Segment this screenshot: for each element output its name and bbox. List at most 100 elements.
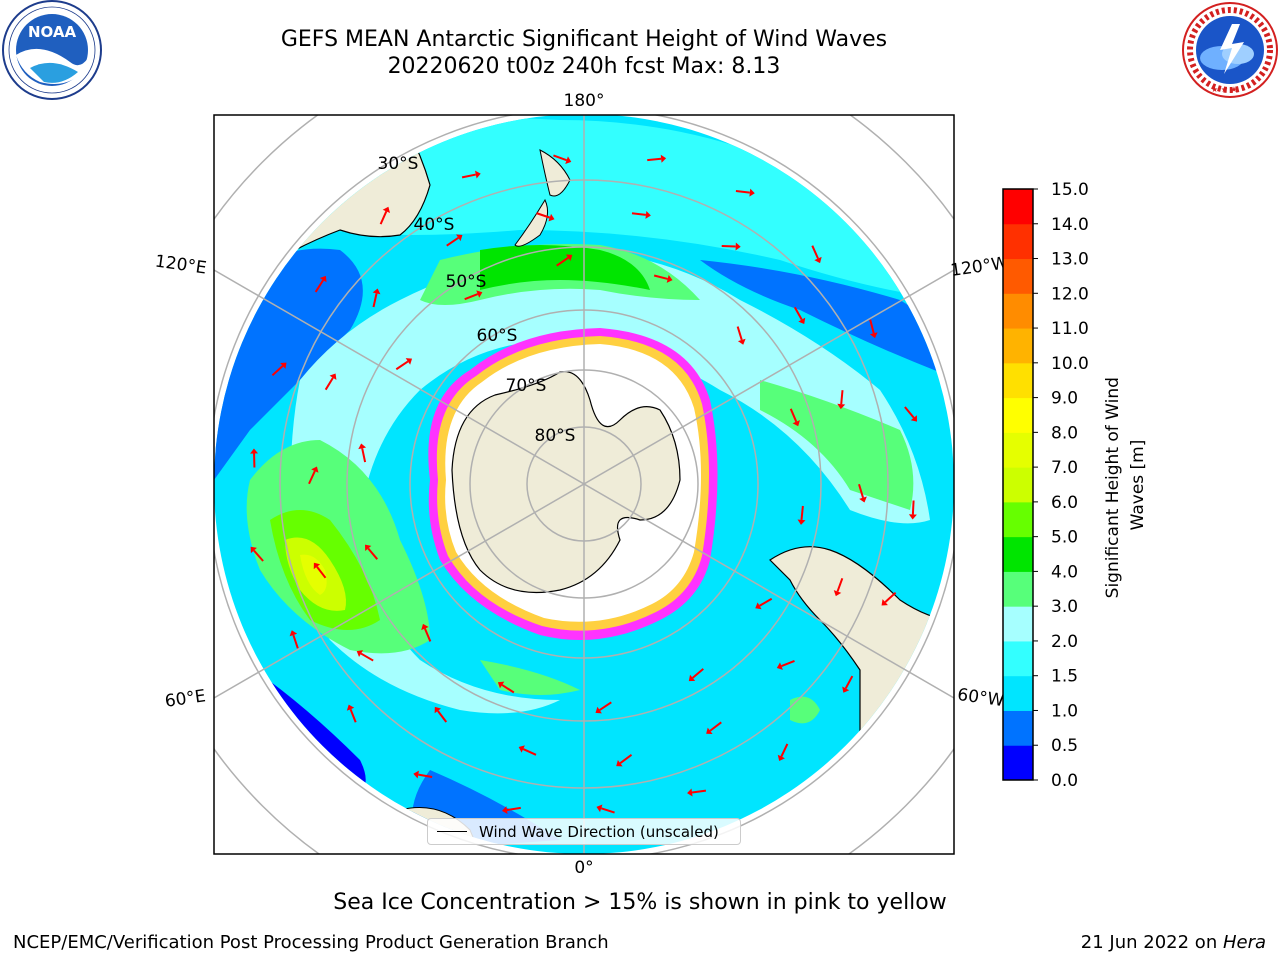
colorbar-segment bbox=[1003, 328, 1033, 364]
wave-direction-arrow bbox=[736, 326, 746, 345]
footer-date-text: 21 Jun 2022 on bbox=[1080, 932, 1223, 953]
colorbar-tick-label: 6.0 bbox=[1051, 493, 1078, 513]
wave-direction-arrow bbox=[502, 806, 521, 815]
wave-direction-arrow bbox=[308, 466, 319, 485]
colorbar: 0.0 0.5 1.0 1.5 2.0 3.0 4.0 5.0 6.0 7.0 8.0 9.0 10.0… bbox=[1002, 180, 1089, 791]
wave-direction-arrow bbox=[842, 675, 854, 693]
wave-direction-arrow bbox=[365, 544, 379, 560]
colorbar-tick-label: 15.0 bbox=[1051, 180, 1089, 200]
colorbar-tick-label: 1.5 bbox=[1051, 667, 1078, 687]
wave-direction-arrow bbox=[324, 373, 337, 391]
colorbar-tick-label: 8.0 bbox=[1051, 423, 1078, 443]
colorbar-segment bbox=[1003, 571, 1033, 607]
colorbar-segment bbox=[1003, 710, 1033, 746]
wave-direction-arrow bbox=[464, 290, 483, 301]
colorbar-frame bbox=[1002, 188, 1034, 781]
colorbar-segment bbox=[1003, 501, 1033, 538]
colorbar-label: Significant Height of Wind Waves [m] bbox=[1103, 372, 1148, 599]
colorbar-tick-label: 4.0 bbox=[1051, 562, 1078, 582]
colorbar-tick-label: 0.0 bbox=[1051, 771, 1078, 791]
lon-label-180: 180° bbox=[564, 91, 605, 111]
wave-direction-arrow bbox=[313, 562, 327, 579]
wave-direction-arrow bbox=[536, 212, 555, 222]
wave-direction-arrow bbox=[776, 660, 795, 670]
legend-label: Wind Wave Direction (unscaled) bbox=[479, 823, 719, 841]
map-legend: Wind Wave Direction (unscaled) bbox=[427, 818, 741, 845]
wave-direction-arrow bbox=[755, 597, 773, 610]
wave-direction-arrow bbox=[556, 254, 573, 267]
wave-direction-arrow bbox=[553, 154, 572, 164]
colorbar-tick-label: 0.5 bbox=[1051, 736, 1078, 756]
wave-direction-arrow bbox=[596, 804, 615, 814]
wave-direction-arrow bbox=[797, 505, 806, 525]
colorbar-tick-label: 9.0 bbox=[1051, 389, 1078, 409]
wave-direction-arrow bbox=[869, 319, 878, 339]
colorbar-segment bbox=[1003, 606, 1033, 642]
footer-credit: NCEP/EMC/Verification Post Processing Pr… bbox=[13, 932, 609, 953]
wave-direction-arrow bbox=[250, 448, 259, 468]
antarctica-land bbox=[451, 370, 681, 594]
lat-label-30s: 30°S bbox=[378, 154, 419, 174]
wave-direction-arrow bbox=[777, 743, 789, 762]
colorbar-segment bbox=[1003, 223, 1033, 260]
wave-direction-arrow bbox=[688, 668, 704, 682]
wave-direction-arrow bbox=[833, 577, 844, 597]
lat-label-70s: 70°S bbox=[506, 376, 547, 396]
colorbar-tick-label: 11.0 bbox=[1051, 319, 1089, 339]
colorbar-segment bbox=[1003, 258, 1033, 294]
wave-direction-arrow bbox=[631, 210, 651, 219]
wave-direction-arrow bbox=[904, 406, 917, 422]
noaa-logo-text: NOAA bbox=[28, 23, 77, 41]
colorbar-segment bbox=[1003, 293, 1033, 329]
colorbar-segment bbox=[1003, 467, 1033, 503]
wave-direction-arrow bbox=[497, 681, 515, 694]
wind-wave-direction-arrows bbox=[250, 154, 917, 815]
svg-text:★ ★ ★: ★ ★ ★ bbox=[1211, 85, 1238, 94]
graticule bbox=[214, 115, 954, 854]
colorbar-tick-label: 5.0 bbox=[1051, 528, 1078, 548]
wave-direction-arrow bbox=[346, 704, 357, 723]
wave-direction-arrow bbox=[413, 770, 433, 779]
noaa-logo-icon: NOAA bbox=[2, 0, 102, 100]
wave-direction-arrow bbox=[735, 188, 755, 197]
colorbar-tick-label: 14.0 bbox=[1051, 215, 1089, 235]
wave-direction-arrow bbox=[250, 546, 264, 562]
lon-label-0: 0° bbox=[574, 858, 593, 878]
lon-label-120e: 120°E bbox=[154, 252, 208, 279]
wave-direction-arrow bbox=[706, 721, 722, 734]
colorbar-segment bbox=[1003, 640, 1033, 677]
wave-direction-arrow bbox=[881, 591, 897, 606]
wave-direction-arrow bbox=[858, 483, 867, 503]
lat-label-60s: 60°S bbox=[477, 326, 518, 346]
colorbar-tick-label: 7.0 bbox=[1051, 458, 1078, 478]
wave-direction-arrow bbox=[358, 443, 367, 463]
colorbar-segment bbox=[1003, 675, 1033, 711]
wave-direction-arrow bbox=[461, 170, 481, 179]
chart-subtitle: 20220620 t00z 240h fcst Max: 8.13 bbox=[387, 54, 781, 79]
wave-direction-arrow bbox=[372, 288, 381, 308]
wave-direction-arrow bbox=[446, 234, 463, 247]
nws-logo-icon: ★ ★ ★ bbox=[1182, 2, 1278, 98]
wave-direction-arrow bbox=[837, 390, 846, 410]
colorbar-segment bbox=[1003, 397, 1033, 433]
wave-direction-arrow bbox=[314, 275, 327, 293]
wave-direction-arrow bbox=[434, 706, 448, 723]
wave-direction-arrow bbox=[793, 306, 806, 324]
colorbar-tick-label: 13.0 bbox=[1051, 250, 1089, 270]
wave-direction-arrow bbox=[616, 754, 633, 767]
wave-direction-arrow bbox=[647, 154, 667, 163]
wave-direction-arrow bbox=[908, 500, 917, 520]
colorbar-tick-label: 12.0 bbox=[1051, 284, 1089, 304]
lon-label-120w: 120°W bbox=[949, 253, 1009, 281]
colorbar-segment bbox=[1003, 432, 1033, 468]
wave-direction-arrow bbox=[518, 745, 537, 756]
wave-direction-arrow bbox=[395, 358, 413, 371]
sea-ice-note: Sea Ice Concentration > 15% is shown in … bbox=[333, 890, 947, 915]
lon-label-60w: 60°W bbox=[956, 685, 1005, 711]
lat-label-50s: 50°S bbox=[446, 272, 487, 292]
colorbar-segment bbox=[1003, 362, 1033, 399]
wave-direction-arrow bbox=[687, 788, 707, 797]
colorbar-tick-label: 2.0 bbox=[1051, 632, 1078, 652]
footer-machine: Hera bbox=[1222, 932, 1266, 953]
